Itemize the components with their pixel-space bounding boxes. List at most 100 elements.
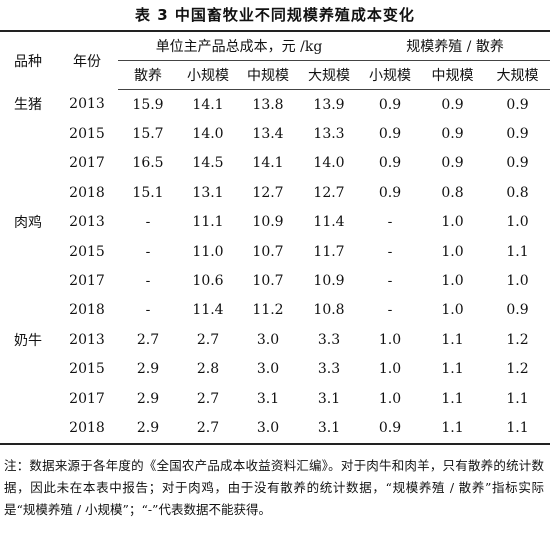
- header-cost-col: 散养: [118, 60, 178, 90]
- species-cell: [0, 384, 56, 413]
- year-cell: 2013: [69, 214, 105, 231]
- species-cell: [0, 413, 56, 445]
- cost-cell: 11.1: [192, 214, 224, 231]
- ratio-cell: 1.2: [506, 331, 529, 348]
- table-row: 2017 16.5 14.5 14.1 14.0 0.9 0.9 0.9: [0, 149, 550, 178]
- header-cost-col: 大规模: [298, 60, 360, 90]
- year-cell: 2018: [69, 302, 105, 319]
- cost-cell: 11.4: [192, 302, 224, 319]
- species-cell: [0, 266, 56, 295]
- species-cell: 肉鸡: [14, 215, 42, 232]
- cost-cell: 10.7: [252, 243, 284, 260]
- year-cell: 2013: [69, 331, 105, 348]
- cost-cell: 10.9: [313, 273, 345, 290]
- table-row: 2017 - 10.6 10.7 10.9 - 1.0 1.0: [0, 266, 550, 295]
- ratio-cell: -: [387, 273, 393, 290]
- cost-cell: 3.1: [298, 413, 360, 445]
- cost-cell: 14.0: [313, 155, 345, 172]
- table-row: 2015 - 11.0 10.7 11.7 - 1.0 1.1: [0, 237, 550, 266]
- cost-cell: 15.9: [132, 96, 164, 113]
- cost-cell: -: [145, 302, 151, 319]
- cost-cell: 14.1: [252, 155, 284, 172]
- ratio-cell: 0.9: [506, 155, 529, 172]
- cost-cell: 2.9: [118, 413, 178, 445]
- ratio-cell: 0.9: [506, 302, 529, 319]
- ratio-cell: 1.0: [441, 214, 464, 231]
- cost-cell: 14.1: [192, 96, 224, 113]
- ratio-cell: 1.1: [506, 390, 529, 407]
- header-species: 品种: [0, 30, 56, 90]
- table-row: 肉鸡 2013 - 11.1 10.9 11.4 - 1.0 1.0: [0, 208, 550, 237]
- cost-cell: 2.7: [196, 331, 220, 348]
- header-group-ratio: 规模养殖 / 散养: [360, 30, 550, 61]
- cost-cell: 2.7: [136, 331, 160, 348]
- header-ratio-col: 小规模: [360, 60, 420, 90]
- cost-cell: 3.0: [256, 361, 280, 378]
- year-cell: 2018: [69, 184, 105, 201]
- ratio-cell: 1.1: [441, 331, 464, 348]
- ratio-cell: 1.2: [506, 361, 529, 378]
- table-row: 生猪 2013 15.9 14.1 13.8 13.9 0.9 0.9 0.9: [0, 90, 550, 120]
- header-group-cost: 单位主产品总成本，元 /kg: [118, 30, 360, 61]
- ratio-cell: 0.8: [506, 184, 529, 201]
- table-row: 奶牛 2013 2.7 2.7 3.0 3.3 1.0 1.1 1.2: [0, 325, 550, 354]
- ratio-cell: 1.1: [441, 390, 464, 407]
- ratio-cell: 0.9: [360, 413, 420, 445]
- year-cell: 2017: [69, 155, 105, 172]
- table-body: 生猪 2013 15.9 14.1 13.8 13.9 0.9 0.9 0.9 …: [0, 90, 550, 445]
- table-row: 2018 2.9 2.7 3.0 3.1 0.9 1.1 1.1: [0, 413, 550, 445]
- cost-cell: 2.8: [196, 361, 220, 378]
- year-cell: 2015: [69, 243, 105, 260]
- table-row: 2015 2.9 2.8 3.0 3.3 1.0 1.1 1.2: [0, 355, 550, 384]
- cost-cell: 10.8: [313, 302, 345, 319]
- ratio-cell: 1.1: [420, 413, 485, 445]
- species-cell: [0, 355, 56, 384]
- species-cell: [0, 178, 56, 207]
- table-row: 2017 2.9 2.7 3.1 3.1 1.0 1.1 1.1: [0, 384, 550, 413]
- ratio-cell: 0.9: [506, 96, 529, 113]
- cost-cell: 12.7: [313, 184, 345, 201]
- cost-cell: 2.7: [178, 413, 238, 445]
- cost-cell: 13.3: [313, 126, 345, 143]
- species-cell: 奶牛: [14, 332, 42, 349]
- cost-cell: 13.4: [252, 126, 284, 143]
- cost-table: 品种 年份 单位主产品总成本，元 /kg 规模养殖 / 散养 散养 小规模 中规…: [0, 30, 550, 445]
- cost-cell: 12.7: [252, 184, 284, 201]
- ratio-cell: 0.9: [441, 96, 464, 113]
- header-ratio-col: 大规模: [485, 60, 550, 90]
- cost-cell: 10.9: [252, 214, 284, 231]
- ratio-cell: 0.9: [378, 155, 402, 172]
- table-row: 2018 - 11.4 11.2 10.8 - 1.0 0.9: [0, 296, 550, 325]
- cost-cell: 2.9: [136, 361, 160, 378]
- ratio-cell: -: [387, 243, 393, 260]
- cost-cell: 3.1: [256, 390, 280, 407]
- ratio-cell: 1.1: [485, 413, 550, 445]
- cost-cell: 3.3: [317, 361, 341, 378]
- year-cell: 2018: [56, 413, 118, 445]
- year-cell: 2017: [69, 390, 105, 407]
- year-cell: 2017: [69, 273, 105, 290]
- table-row: 2018 15.1 13.1 12.7 12.7 0.9 0.8 0.8: [0, 178, 550, 207]
- ratio-cell: 0.9: [506, 126, 529, 143]
- cost-cell: 15.1: [132, 184, 164, 201]
- species-cell: [0, 296, 56, 325]
- cost-cell: 2.7: [196, 390, 220, 407]
- cost-cell: 15.7: [132, 126, 164, 143]
- cost-cell: 16.5: [132, 155, 164, 172]
- cost-cell: 10.7: [252, 273, 284, 290]
- header-ratio-col: 中规模: [420, 60, 485, 90]
- ratio-cell: 1.0: [506, 273, 529, 290]
- ratio-cell: 1.0: [441, 302, 464, 319]
- header-cost-col: 小规模: [178, 60, 238, 90]
- ratio-cell: 0.9: [441, 126, 464, 143]
- year-cell: 2015: [69, 361, 105, 378]
- ratio-cell: 0.8: [441, 184, 464, 201]
- cost-cell: -: [145, 243, 151, 260]
- cost-cell: 3.1: [317, 390, 341, 407]
- year-cell: 2013: [69, 96, 105, 113]
- table-footnote: 注：数据来源于各年度的《全国农产品成本收益资料汇编》。对于肉牛和肉羊，只有散养的…: [4, 458, 544, 517]
- ratio-cell: 1.0: [378, 361, 402, 378]
- cost-cell: -: [145, 273, 151, 290]
- ratio-cell: 0.9: [378, 184, 402, 201]
